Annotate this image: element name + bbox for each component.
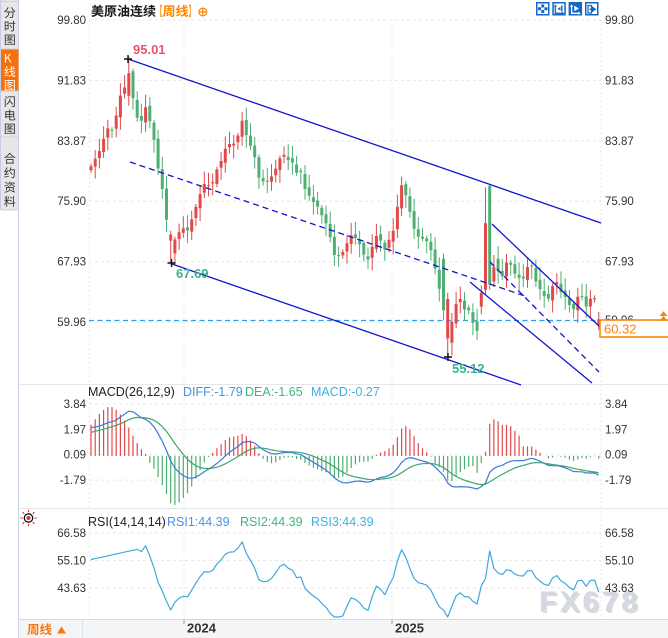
svg-text:83.87: 83.87 [605,136,634,148]
svg-text:MACD(26,12,9): MACD(26,12,9) [88,385,175,399]
svg-text:2025: 2025 [395,621,424,636]
svg-text:1.97: 1.97 [605,424,627,436]
svg-text:60.32: 60.32 [604,322,637,337]
svg-text:RSI3:44.39: RSI3:44.39 [311,515,374,529]
svg-text:66.58: 66.58 [605,528,634,540]
svg-text:3.84: 3.84 [605,399,628,411]
svg-text:43.63: 43.63 [605,583,634,595]
svg-text:91.83: 91.83 [57,75,86,87]
svg-text:99.80: 99.80 [605,15,634,27]
svg-text:91.83: 91.83 [605,75,634,87]
svg-text:0.09: 0.09 [605,450,627,462]
svg-text:67.93: 67.93 [605,257,634,269]
svg-text:DEA:-1.65: DEA:-1.65 [245,385,303,399]
svg-text:FX678: FX678 [541,588,642,620]
svg-text:99.80: 99.80 [57,15,86,27]
svg-text:2024: 2024 [187,621,217,636]
svg-text:83.87: 83.87 [57,136,86,148]
svg-text:43.63: 43.63 [57,583,86,595]
svg-text:DIFF:-1.79: DIFF:-1.79 [183,385,243,399]
svg-text:-1.79: -1.79 [605,475,631,487]
svg-text:MACD:-0.27: MACD:-0.27 [311,385,380,399]
svg-text:75.90: 75.90 [605,196,634,208]
svg-text:55.12: 55.12 [452,361,485,376]
svg-text:66.58: 66.58 [57,528,86,540]
svg-text:0.09: 0.09 [64,450,86,462]
svg-text:67.69: 67.69 [176,266,209,281]
svg-text:RSI1:44.39: RSI1:44.39 [167,515,230,529]
svg-text:FX678: FX678 [539,587,640,619]
svg-text:RSI(14,14,14): RSI(14,14,14) [88,515,166,529]
svg-text:55.10: 55.10 [605,556,634,568]
svg-text:RSI2:44.39: RSI2:44.39 [240,515,303,529]
svg-text:-1.79: -1.79 [60,475,86,487]
svg-text:3.84: 3.84 [64,399,87,411]
svg-text:95.01: 95.01 [133,42,166,57]
svg-text:55.10: 55.10 [57,556,86,568]
svg-text:75.90: 75.90 [57,196,86,208]
svg-text:59.96: 59.96 [57,317,86,329]
svg-text:1.97: 1.97 [64,424,86,436]
svg-text:67.93: 67.93 [57,257,86,269]
